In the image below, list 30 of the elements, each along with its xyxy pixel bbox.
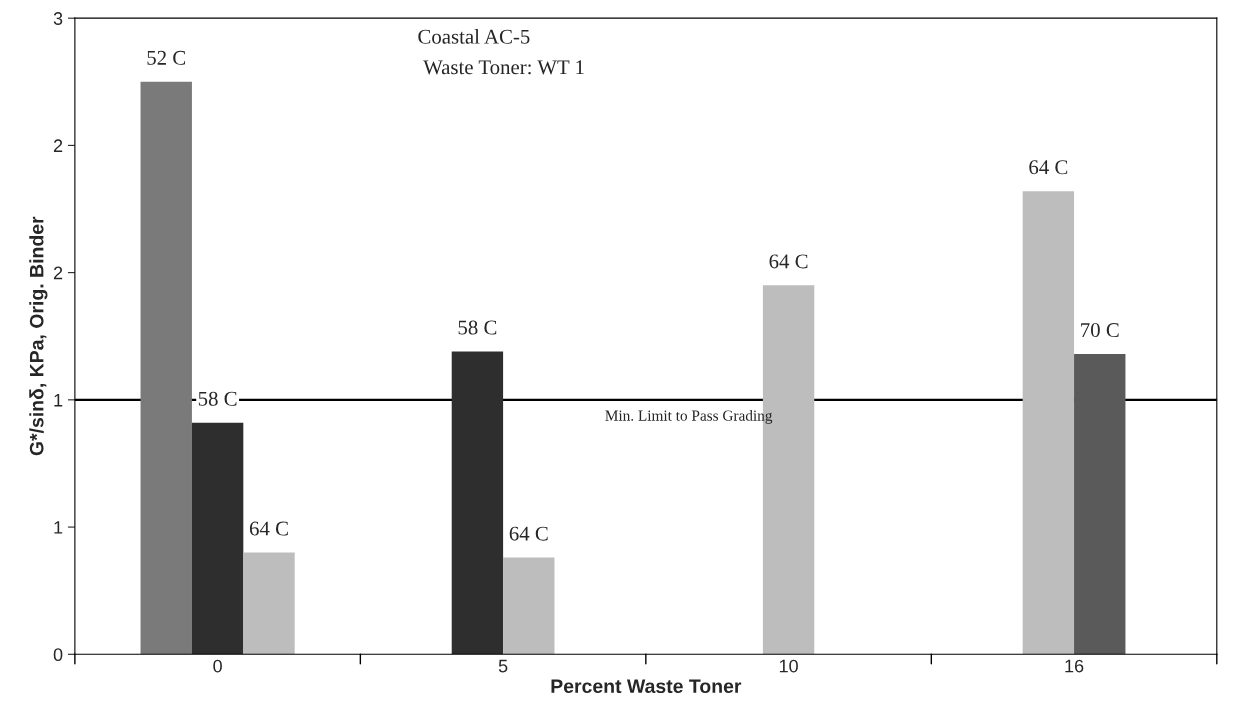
text: 64 C: [509, 526, 548, 541]
bar: [243, 552, 295, 655]
annotation: Coastal AC-5: [418, 29, 530, 44]
y-tick-label: 2: [53, 266, 63, 280]
x-axis-title: Percent Waste Toner: [551, 679, 742, 694]
series-label: 52 C: [147, 50, 186, 65]
bar: [140, 81, 192, 655]
bar: [451, 351, 504, 655]
bar: [191, 422, 244, 655]
x-tick-label: 0: [213, 659, 222, 673]
text: 64 C: [1029, 160, 1068, 175]
x-tick-label: 16: [1065, 659, 1084, 673]
y-tick-label: 1: [54, 521, 63, 534]
series-label: 70 C: [1081, 323, 1119, 338]
bar: [503, 557, 555, 655]
y-axis-title: G*/sinδ, KPa, Orig. Binder: [29, 216, 48, 456]
x-tick-label: 10: [779, 659, 798, 673]
x-tick-label: 5: [498, 659, 508, 673]
text: 64 C: [769, 254, 808, 269]
series-label: 58 C: [198, 391, 237, 406]
bar: [1022, 191, 1075, 655]
ref-line-label: Min. Limit to Pass Grading: [605, 410, 773, 424]
y-tick-label: 0: [53, 648, 63, 662]
series-label: 64 C: [249, 521, 288, 536]
annotation: Waste Toner: WT 1: [423, 60, 584, 75]
y-tick-label: 2: [53, 139, 63, 152]
text: 58 C: [458, 320, 497, 335]
bar: [1074, 354, 1126, 655]
y-tick-label: 1: [54, 393, 63, 407]
y-tick-label: 3: [53, 12, 63, 25]
